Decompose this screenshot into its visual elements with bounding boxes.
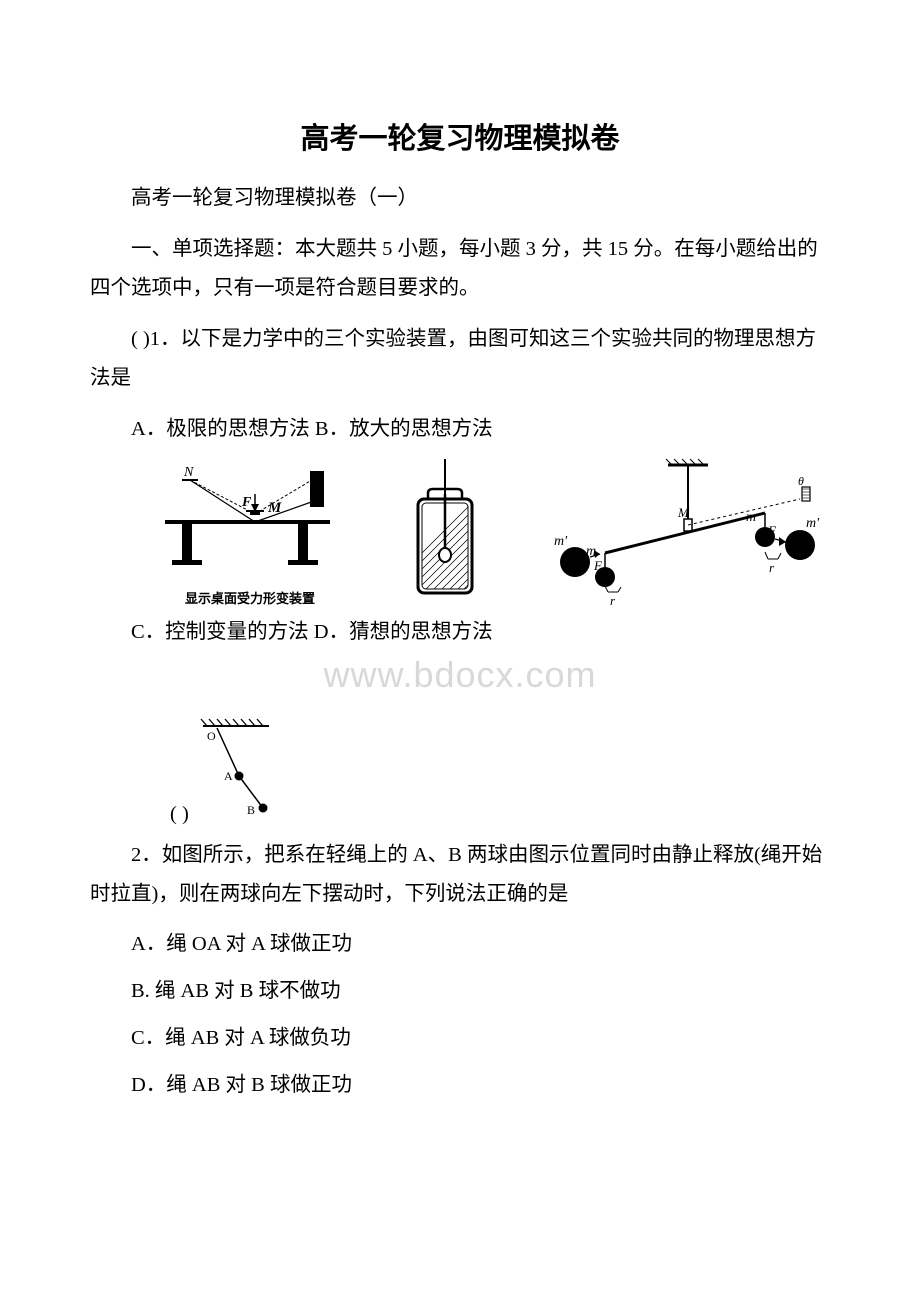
q1-figure-a: N M F bbox=[160, 464, 340, 584]
q2-option-c: C．绳 AB 对 A 球做负功 bbox=[90, 1019, 830, 1058]
q1-option-ab: A．极限的思想方法 B．放大的思想方法 bbox=[90, 410, 830, 449]
q1-blank: ( ) bbox=[131, 328, 150, 350]
label-f-left: F bbox=[593, 558, 603, 573]
label-o: O bbox=[207, 729, 216, 743]
label-m-left-big: m' bbox=[554, 534, 568, 549]
label-f-right: F bbox=[767, 523, 777, 538]
label-r-left: r bbox=[610, 593, 616, 607]
q1-figure-b-container bbox=[400, 459, 490, 607]
label-a: A bbox=[224, 769, 233, 783]
label-f: F bbox=[241, 495, 252, 510]
label-m-right-small: m bbox=[746, 510, 756, 525]
label-m-center: M bbox=[677, 505, 690, 520]
label-m-right-big: m' bbox=[806, 516, 820, 531]
q2-option-d: D．绳 AB 对 B 球做正功 bbox=[90, 1066, 830, 1105]
q1-figure-a-container: N M F 显示桌面受力形变装置 bbox=[160, 464, 340, 607]
label-theta: θ bbox=[798, 474, 804, 488]
q1-figures: N M F 显示桌面受力形变装置 bbox=[160, 457, 830, 607]
q1-figure-b bbox=[400, 459, 490, 607]
page-title: 高考一轮复习物理模拟卷 bbox=[90, 115, 830, 157]
q1-text: 1．以下是力学中的三个实验装置，由图可知这三个实验共同的物理思想方法是 bbox=[90, 328, 816, 389]
q1-stem: ( )1．以下是力学中的三个实验装置，由图可知这三个实验共同的物理思想方法是 bbox=[90, 320, 830, 398]
label-m: M bbox=[267, 500, 282, 516]
q1-option-cd: C．控制变量的方法 D．猜想的思想方法 bbox=[90, 613, 830, 652]
q2-blank: ( ) bbox=[170, 803, 189, 826]
q1-figure-c: M m m' F r m m' F r bbox=[550, 457, 830, 607]
q2-stem: 2．如图所示，把系在轻绳上的 A、B 两球由图示位置同时由静止释放(绳开始时拉直… bbox=[90, 836, 830, 914]
label-r-right: r bbox=[769, 560, 775, 575]
q1-figure-c-container: M m m' F r m m' F r bbox=[550, 457, 830, 607]
q2-figure-block: ( ) O A B bbox=[170, 716, 830, 826]
label-b: B bbox=[247, 803, 255, 817]
q1-figure-a-caption: 显示桌面受力形变装置 bbox=[160, 588, 340, 607]
subtitle: 高考一轮复习物理模拟卷（一） bbox=[90, 179, 830, 218]
q2-option-a: A．绳 OA 对 A 球做正功 bbox=[90, 925, 830, 964]
label-n: N bbox=[183, 465, 194, 480]
q2-option-b: B. 绳 AB 对 B 球不做功 bbox=[90, 972, 830, 1011]
watermark: www.bdocx.com bbox=[90, 654, 830, 696]
section-header-1: 一、单项选择题：本大题共 5 小题，每小题 3 分，共 15 分。在每小题给出的… bbox=[90, 230, 830, 308]
q2-figure: O A B bbox=[199, 716, 289, 826]
